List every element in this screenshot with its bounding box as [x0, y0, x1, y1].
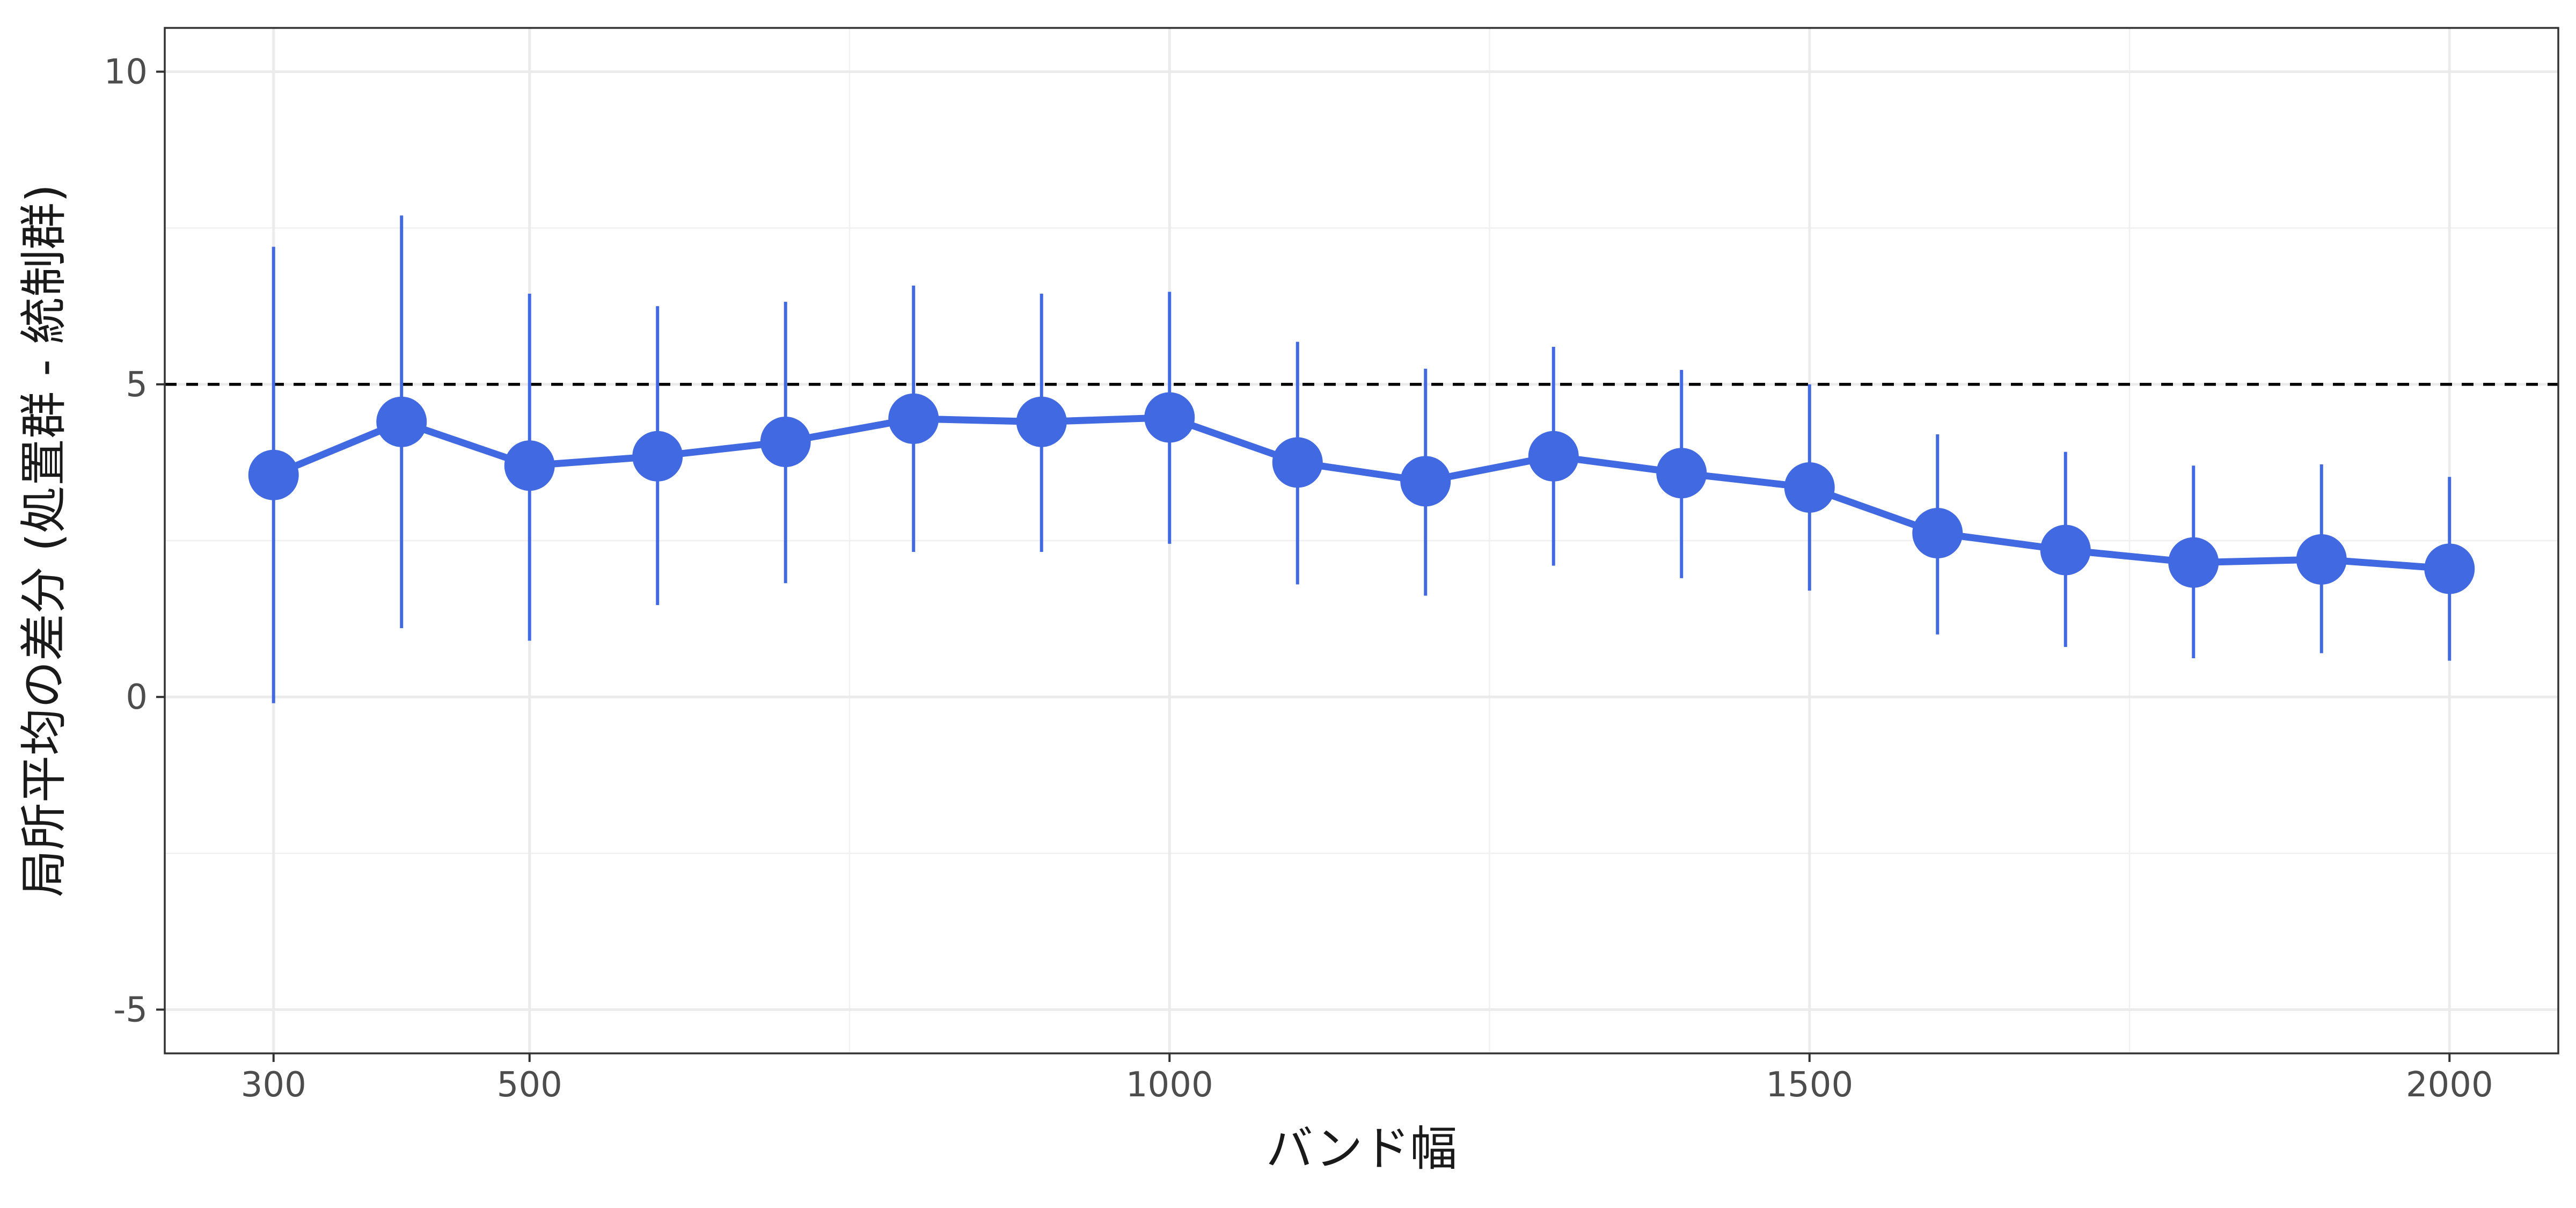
data-point	[2296, 534, 2347, 585]
data-point	[1912, 508, 1963, 559]
x-tick-label: 300	[241, 1065, 306, 1105]
data-point	[632, 431, 683, 482]
data-point	[760, 416, 811, 467]
data-point	[1144, 392, 1195, 443]
data-point	[2168, 537, 2219, 588]
x-axis-title: バンド幅	[1266, 1121, 1457, 1176]
data-point	[1016, 396, 1067, 447]
data-point	[888, 393, 939, 444]
data-point	[1272, 437, 1323, 488]
plot-panel-border	[164, 27, 2559, 1054]
x-tick-label: 500	[497, 1065, 562, 1105]
data-point	[1656, 448, 1707, 499]
x-tick-label: 2000	[2406, 1065, 2493, 1105]
data-point	[504, 440, 555, 491]
axes: 300 500 1000 1500 2000 -5 0 5 10	[104, 53, 2493, 1105]
y-tick-label: -5	[113, 990, 148, 1030]
x-tick-label: 1500	[1766, 1065, 1853, 1105]
y-axis-title: 局所平均の差分 (処置群 - 統制群)	[16, 184, 71, 897]
data-point	[1400, 456, 1451, 507]
y-tick-label: 0	[126, 678, 148, 717]
y-tick-label: 10	[104, 53, 148, 92]
data-point	[2424, 543, 2475, 594]
data-point	[2040, 525, 2091, 576]
x-tick-label: 1000	[1126, 1065, 1213, 1105]
data-point	[1784, 462, 1835, 513]
y-tick-label: 5	[126, 365, 148, 405]
data-point	[1528, 431, 1579, 482]
data-point	[248, 449, 299, 500]
data-point	[376, 396, 427, 447]
series-layer	[248, 215, 2475, 703]
